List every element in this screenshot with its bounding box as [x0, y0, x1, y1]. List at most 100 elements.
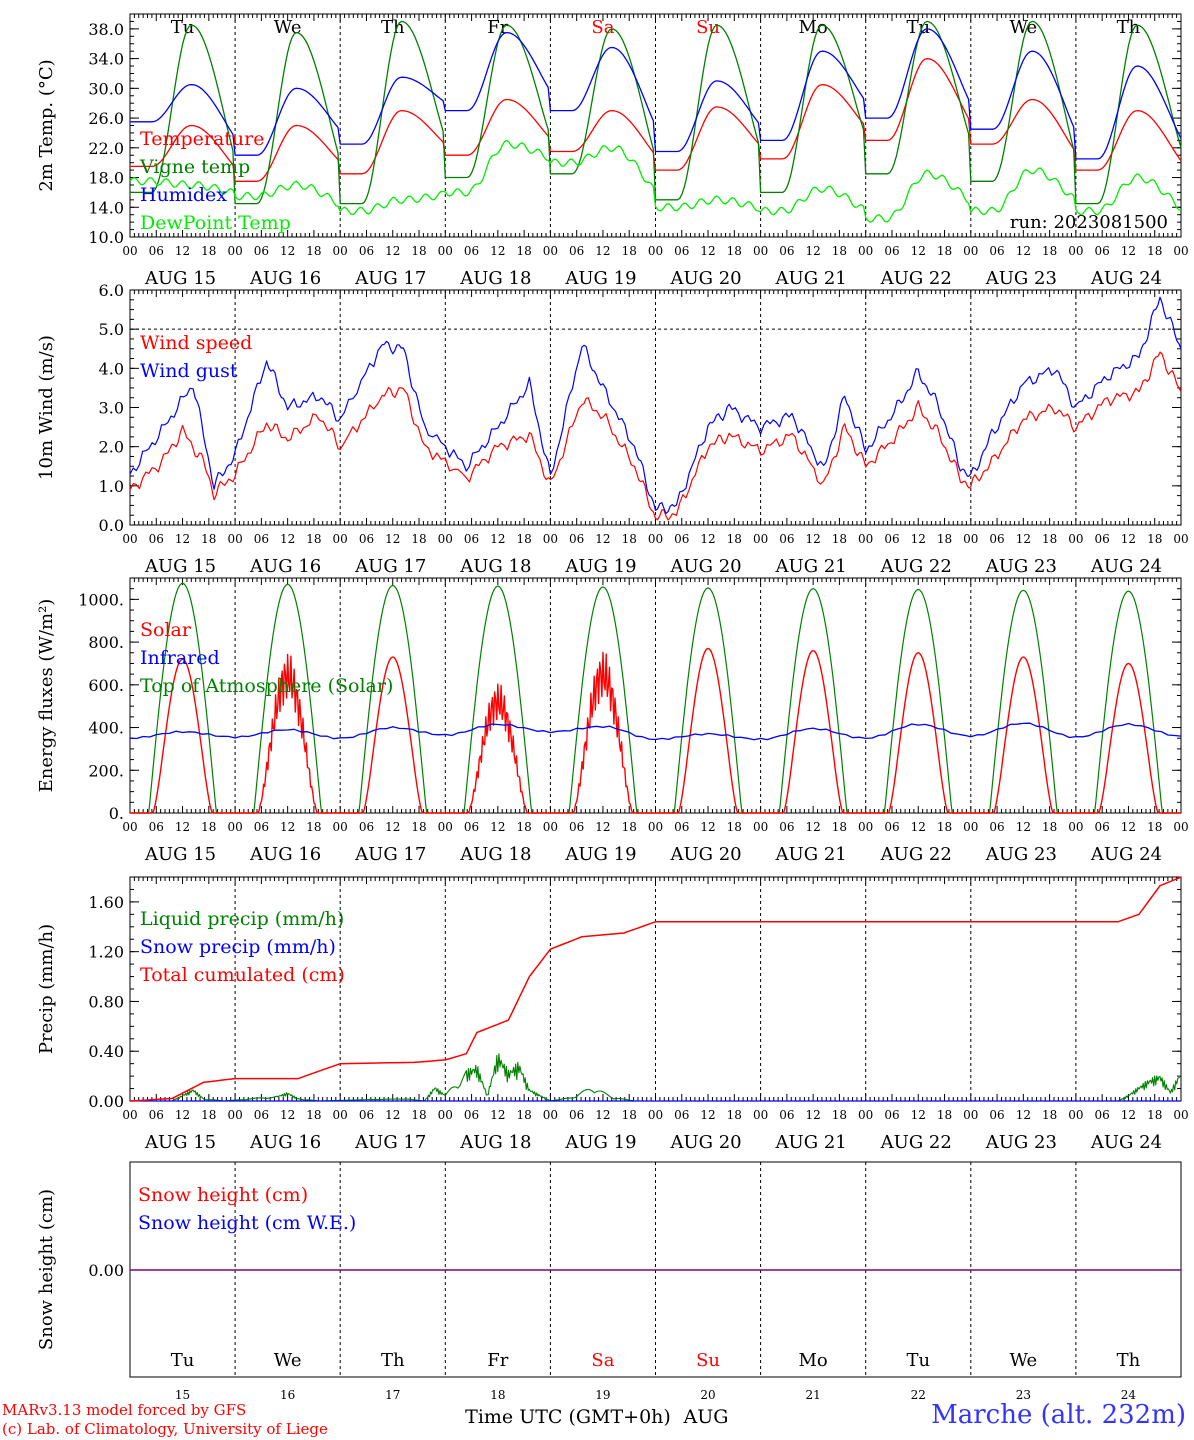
date-label: AUG 19: [564, 844, 636, 865]
hour-label: 12: [595, 1108, 610, 1122]
hour-label: 18: [516, 820, 531, 834]
hour-label: 00: [1068, 532, 1083, 546]
day-number-label: 19: [595, 1388, 610, 1402]
hour-label: 12: [385, 244, 400, 258]
hour-label: 06: [569, 244, 584, 258]
legend-entry: Vigne temp: [139, 156, 250, 178]
legend-entry: Snow precip (mm/h): [140, 936, 336, 958]
weekday-label: Sa: [591, 1350, 614, 1371]
hour-label: 18: [201, 1108, 216, 1122]
hour-label: 06: [779, 532, 794, 546]
date-label: AUG 15: [144, 268, 216, 289]
hour-label: 06: [884, 1108, 899, 1122]
legend-entry: Wind gust: [140, 360, 238, 382]
hour-label: 06: [1095, 244, 1110, 258]
hour-label: 12: [1121, 820, 1136, 834]
hour-label: 00: [438, 820, 453, 834]
date-label: AUG 16: [249, 556, 321, 577]
hour-label: 18: [1147, 1108, 1162, 1122]
date-label: AUG 17: [354, 844, 426, 865]
date-label: AUG 19: [564, 268, 636, 289]
hour-label: 06: [989, 532, 1004, 546]
hour-label: 18: [727, 1108, 742, 1122]
hour-label: 12: [911, 244, 926, 258]
hour-label: 18: [727, 244, 742, 258]
date-label: AUG 16: [249, 844, 321, 865]
hour-label: 12: [385, 1108, 400, 1122]
hour-label: 18: [937, 532, 952, 546]
y-tick-label: 22.0: [88, 139, 124, 158]
y-tick-label: 0.80: [88, 992, 124, 1011]
hour-label: 00: [1173, 244, 1188, 258]
y-tick-label: 0.: [109, 804, 124, 823]
series-line-infrared: [129, 722, 1182, 741]
date-label: AUG 20: [669, 1132, 741, 1153]
hour-label: 06: [884, 532, 899, 546]
hour-label: 18: [727, 820, 742, 834]
hour-label: 18: [411, 244, 426, 258]
series-line-liquid-precip: [130, 1053, 1181, 1102]
weekday-label: Fr: [487, 17, 508, 38]
hour-label: 12: [175, 820, 190, 834]
date-label: AUG 18: [459, 268, 531, 289]
hour-label: 06: [254, 244, 269, 258]
hour-label: 06: [779, 1108, 794, 1122]
y-tick-label: 38.0: [88, 20, 124, 39]
hour-label: 06: [359, 532, 374, 546]
date-label: AUG 21: [775, 844, 847, 865]
hour-label: 12: [175, 532, 190, 546]
hour-label: 00: [753, 532, 768, 546]
hour-label: 12: [1016, 820, 1031, 834]
day-number-label: 15: [175, 1388, 190, 1402]
hour-label: 00: [648, 244, 663, 258]
hour-label: 12: [1016, 532, 1031, 546]
hour-label: 06: [569, 820, 584, 834]
weekday-label: Fr: [487, 1350, 508, 1371]
y-tick-label: 0.00: [88, 1092, 124, 1111]
hour-label: 06: [989, 820, 1004, 834]
day-number-label: 18: [490, 1388, 505, 1402]
y-tick-label: 0.40: [88, 1042, 124, 1061]
hour-label: 06: [254, 1108, 269, 1122]
hour-label: 06: [674, 532, 689, 546]
hour-label: 06: [149, 244, 164, 258]
model-credit: MARv3.13 model forced by GFS: [2, 1401, 247, 1419]
hour-label: 06: [1095, 820, 1110, 834]
hour-label: 18: [201, 532, 216, 546]
hour-label: 06: [779, 820, 794, 834]
date-label: AUG 24: [1090, 1132, 1162, 1153]
legend-entry: Total cumulated (cm): [140, 964, 345, 986]
hour-label: 00: [543, 244, 558, 258]
hour-label: 18: [622, 1108, 637, 1122]
y-tick-label: 5.0: [99, 320, 124, 339]
hour-label: 12: [490, 532, 505, 546]
legend-entry: Humidex: [140, 184, 227, 206]
hour-label: 12: [595, 820, 610, 834]
hour-label: 00: [543, 820, 558, 834]
hour-label: 00: [1173, 532, 1188, 546]
weekday-label: We: [274, 17, 302, 38]
hour-label: 00: [858, 820, 873, 834]
hour-label: 00: [543, 1108, 558, 1122]
station-name: Marche (alt. 232m): [931, 1400, 1186, 1430]
day-number-label: 23: [1016, 1388, 1031, 1402]
date-label: AUG 20: [669, 268, 741, 289]
legend-entry: Infrared: [140, 647, 220, 669]
date-label: AUG 23: [985, 844, 1057, 865]
hour-label: 18: [201, 244, 216, 258]
hour-label: 18: [1042, 1108, 1057, 1122]
hour-label: 00: [753, 244, 768, 258]
hour-label: 00: [333, 532, 348, 546]
date-label: AUG 17: [354, 268, 426, 289]
hour-label: 06: [464, 532, 479, 546]
y-tick-label: 14.0: [88, 198, 124, 217]
copyright-credit: (c) Lab. of Climatology, University of L…: [2, 1420, 328, 1438]
date-label: AUG 21: [775, 268, 847, 289]
date-label: AUG 19: [564, 556, 636, 577]
y-tick-label: 0.00: [88, 1261, 124, 1280]
hour-label: 06: [254, 532, 269, 546]
weekday-label: Su: [696, 1350, 720, 1371]
hour-label: 00: [648, 532, 663, 546]
hour-label: 12: [280, 820, 295, 834]
hour-label: 12: [175, 1108, 190, 1122]
